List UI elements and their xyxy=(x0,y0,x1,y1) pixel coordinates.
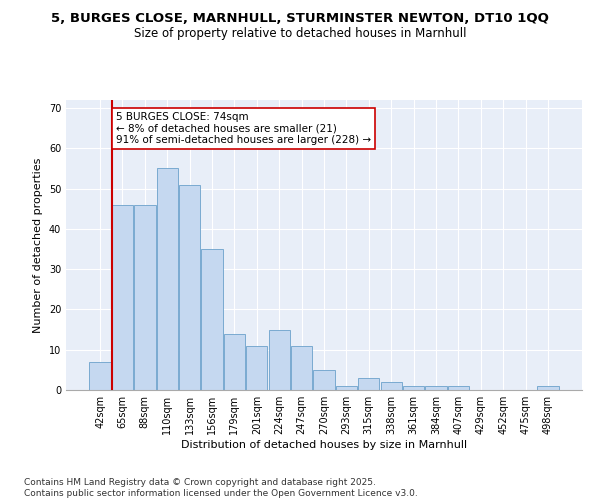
Bar xyxy=(537,386,559,390)
X-axis label: Distribution of detached houses by size in Marnhull: Distribution of detached houses by size … xyxy=(181,440,467,450)
Bar xyxy=(380,382,402,390)
Bar xyxy=(112,204,133,390)
Bar xyxy=(224,334,245,390)
Text: Size of property relative to detached houses in Marnhull: Size of property relative to detached ho… xyxy=(134,28,466,40)
Bar xyxy=(313,370,335,390)
Bar xyxy=(425,386,446,390)
Y-axis label: Number of detached properties: Number of detached properties xyxy=(33,158,43,332)
Bar xyxy=(246,346,268,390)
Bar xyxy=(179,184,200,390)
Bar xyxy=(134,204,155,390)
Bar xyxy=(202,249,223,390)
Bar xyxy=(448,386,469,390)
Text: 5, BURGES CLOSE, MARNHULL, STURMINSTER NEWTON, DT10 1QQ: 5, BURGES CLOSE, MARNHULL, STURMINSTER N… xyxy=(51,12,549,26)
Bar xyxy=(291,346,312,390)
Bar xyxy=(403,386,424,390)
Text: 5 BURGES CLOSE: 74sqm
← 8% of detached houses are smaller (21)
91% of semi-detac: 5 BURGES CLOSE: 74sqm ← 8% of detached h… xyxy=(116,112,371,146)
Bar xyxy=(336,386,357,390)
Bar xyxy=(157,168,178,390)
Text: Contains HM Land Registry data © Crown copyright and database right 2025.
Contai: Contains HM Land Registry data © Crown c… xyxy=(24,478,418,498)
Bar xyxy=(89,362,111,390)
Bar xyxy=(358,378,379,390)
Bar xyxy=(269,330,290,390)
